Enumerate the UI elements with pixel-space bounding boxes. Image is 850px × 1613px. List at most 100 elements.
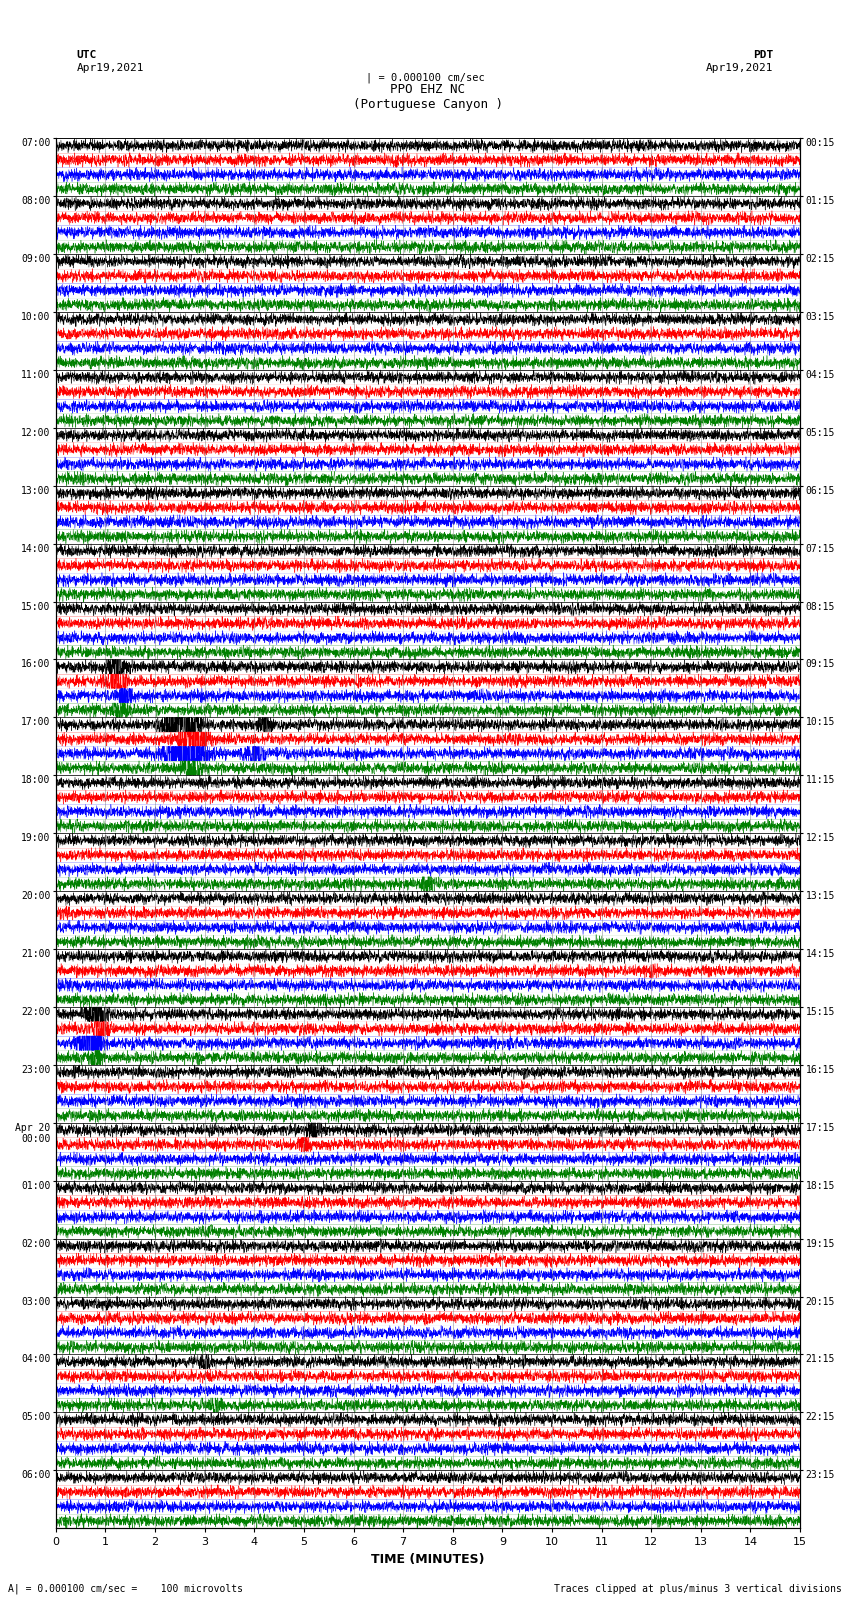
Bar <box>56 747 800 761</box>
Bar <box>56 1311 800 1326</box>
Bar <box>56 269 800 282</box>
Bar <box>56 1137 800 1152</box>
Bar <box>56 948 800 963</box>
Bar <box>56 919 800 934</box>
Bar <box>56 602 800 616</box>
Bar <box>56 631 800 645</box>
Bar <box>56 1108 800 1123</box>
Bar <box>56 226 800 240</box>
Bar <box>56 211 800 226</box>
Bar <box>56 776 800 790</box>
Bar <box>56 1457 800 1469</box>
Bar <box>56 139 800 153</box>
Bar <box>56 558 800 573</box>
Bar <box>56 282 800 297</box>
Bar <box>56 573 800 587</box>
Title: PPO EHZ NC
(Portuguese Canyon ): PPO EHZ NC (Portuguese Canyon ) <box>353 82 503 111</box>
Bar <box>56 1050 800 1065</box>
Bar <box>56 456 800 471</box>
Bar <box>56 500 800 515</box>
Bar <box>56 1413 800 1428</box>
Bar <box>56 311 800 326</box>
Bar <box>56 1210 800 1224</box>
Bar <box>56 1021 800 1036</box>
Bar <box>56 355 800 369</box>
Bar <box>56 890 800 905</box>
Bar <box>56 182 800 197</box>
Bar <box>56 992 800 1007</box>
Bar <box>56 1469 800 1484</box>
Bar <box>56 1484 800 1498</box>
Bar <box>56 398 800 413</box>
Text: Traces clipped at plus/minus 3 vertical divisions: Traces clipped at plus/minus 3 vertical … <box>553 1584 842 1594</box>
Bar <box>56 1340 800 1355</box>
Bar <box>56 515 800 529</box>
Bar <box>56 718 800 732</box>
Bar <box>56 544 800 558</box>
Bar <box>56 1036 800 1050</box>
Bar <box>56 1369 800 1384</box>
Bar <box>56 1268 800 1282</box>
Bar <box>56 326 800 340</box>
Bar <box>56 1094 800 1108</box>
Bar <box>56 340 800 355</box>
Bar <box>56 1123 800 1137</box>
Bar <box>56 848 800 863</box>
Bar <box>56 1355 800 1369</box>
Bar <box>56 168 800 182</box>
Bar <box>56 1326 800 1340</box>
Bar <box>56 660 800 674</box>
Bar <box>56 1428 800 1442</box>
Bar <box>56 587 800 602</box>
Bar <box>56 963 800 977</box>
Bar <box>56 1079 800 1094</box>
Bar <box>56 703 800 718</box>
Bar <box>56 1239 800 1253</box>
Bar <box>56 197 800 211</box>
Text: Apr19,2021: Apr19,2021 <box>76 63 144 73</box>
Bar <box>56 369 800 384</box>
Bar <box>56 240 800 255</box>
Bar <box>56 1007 800 1021</box>
Bar <box>56 486 800 500</box>
Bar <box>56 384 800 398</box>
Bar <box>56 834 800 848</box>
Bar <box>56 297 800 311</box>
Bar <box>56 1224 800 1239</box>
Bar <box>56 876 800 890</box>
Bar <box>56 819 800 834</box>
Bar <box>56 616 800 631</box>
Text: Apr19,2021: Apr19,2021 <box>706 63 774 73</box>
Text: | = 0.000100 cm/sec: | = 0.000100 cm/sec <box>366 73 484 84</box>
X-axis label: TIME (MINUTES): TIME (MINUTES) <box>371 1553 484 1566</box>
Bar <box>56 805 800 819</box>
Bar <box>56 427 800 442</box>
Bar <box>56 1166 800 1181</box>
Bar <box>56 790 800 805</box>
Bar <box>56 1498 800 1513</box>
Bar <box>56 645 800 660</box>
Bar <box>56 1384 800 1398</box>
Bar <box>56 529 800 544</box>
Bar <box>56 1513 800 1528</box>
Bar <box>56 977 800 992</box>
Bar <box>56 1181 800 1195</box>
Bar <box>56 761 800 776</box>
Bar <box>56 1297 800 1311</box>
Bar <box>56 1253 800 1268</box>
Bar <box>56 689 800 703</box>
Bar <box>56 934 800 948</box>
Bar <box>56 153 800 168</box>
Bar <box>56 1065 800 1079</box>
Bar <box>56 1152 800 1166</box>
Text: UTC: UTC <box>76 50 97 60</box>
Bar <box>56 674 800 689</box>
Bar <box>56 863 800 876</box>
Bar <box>56 1195 800 1210</box>
Text: A| = 0.000100 cm/sec =    100 microvolts: A| = 0.000100 cm/sec = 100 microvolts <box>8 1582 243 1594</box>
Text: PDT: PDT <box>753 50 774 60</box>
Bar <box>56 1442 800 1457</box>
Bar <box>56 442 800 456</box>
Bar <box>56 905 800 919</box>
Bar <box>56 1398 800 1413</box>
